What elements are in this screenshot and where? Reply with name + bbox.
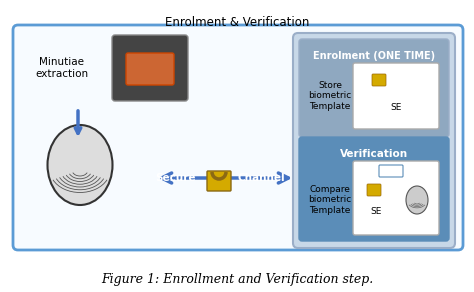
FancyBboxPatch shape — [13, 25, 463, 250]
FancyBboxPatch shape — [299, 39, 449, 137]
FancyBboxPatch shape — [293, 33, 455, 248]
FancyBboxPatch shape — [367, 184, 381, 196]
FancyBboxPatch shape — [353, 161, 439, 235]
Ellipse shape — [47, 125, 112, 205]
FancyBboxPatch shape — [207, 171, 231, 191]
FancyBboxPatch shape — [379, 165, 403, 177]
FancyBboxPatch shape — [299, 137, 449, 241]
Text: Store
biometric
Template: Store biometric Template — [309, 81, 352, 111]
Ellipse shape — [406, 186, 428, 214]
FancyBboxPatch shape — [353, 63, 439, 129]
Text: MOC: MOC — [382, 166, 400, 175]
FancyBboxPatch shape — [126, 53, 174, 85]
Text: Channel: Channel — [237, 173, 285, 183]
Text: Enrolment & Verification: Enrolment & Verification — [165, 15, 309, 29]
Text: Compare
biometric
Template: Compare biometric Template — [309, 185, 352, 215]
Text: SE: SE — [390, 103, 401, 112]
Text: Figure 1: Enrollment and Verification step.: Figure 1: Enrollment and Verification st… — [101, 274, 373, 286]
Text: Verification: Verification — [340, 149, 408, 159]
FancyBboxPatch shape — [372, 74, 386, 86]
FancyBboxPatch shape — [112, 35, 188, 101]
Text: SE: SE — [370, 208, 382, 216]
Text: Secure: Secure — [156, 173, 196, 183]
Text: Minutiae
extraction: Minutiae extraction — [36, 57, 89, 79]
Text: Enrolment (ONE TIME): Enrolment (ONE TIME) — [313, 51, 435, 61]
